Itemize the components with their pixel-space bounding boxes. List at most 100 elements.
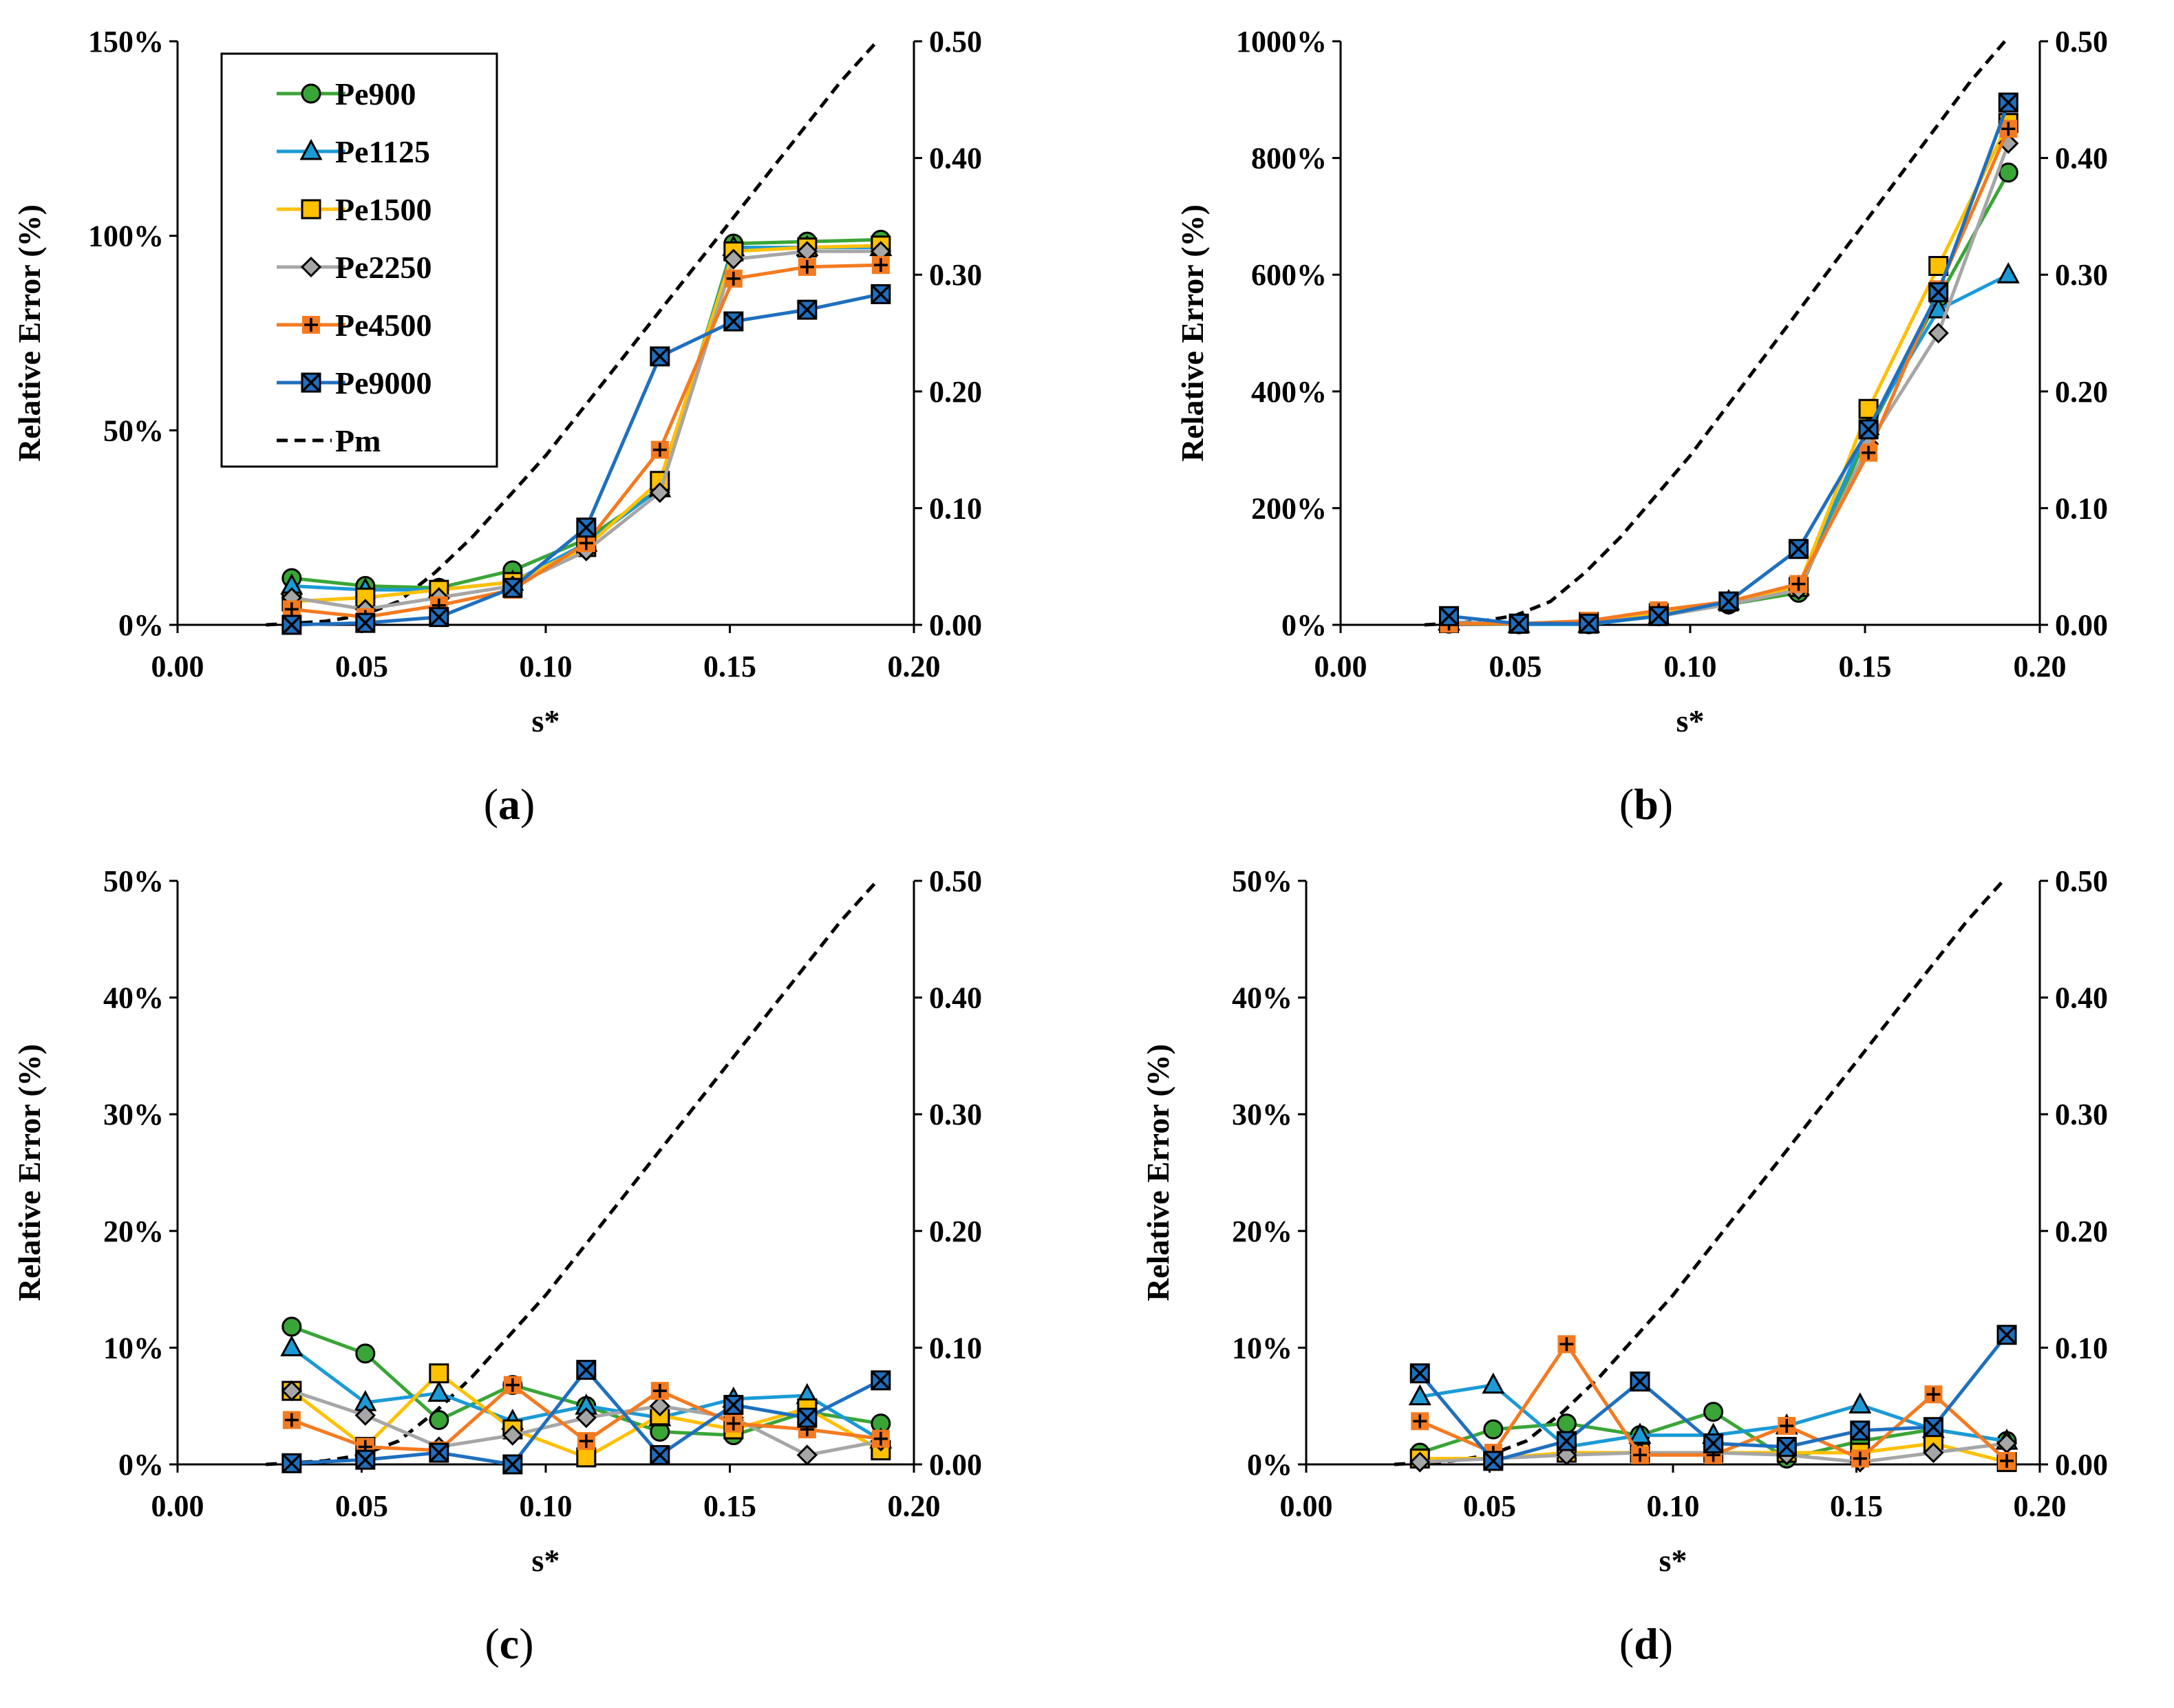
panel-label: (a) (484, 780, 535, 829)
y2-tick-label: 0.20 (2055, 375, 2108, 409)
data-point-Pe9000 (723, 311, 744, 332)
x-tick-label: 0.10 (520, 650, 573, 683)
x-tick-label: 0.15 (703, 1489, 756, 1523)
series-Pe1500 (1438, 113, 2018, 634)
x-tick-label: 0.20 (888, 1489, 941, 1523)
data-point-Pe2250 (1409, 1451, 1431, 1473)
y-axis-title: Relative Error (%) (12, 1044, 47, 1301)
data-point-Pe1125 (427, 1380, 451, 1402)
series-Pe900 (1438, 162, 2018, 634)
data-point-Pe1125 (1482, 1372, 1505, 1394)
data-point-Pe9000 (1788, 539, 1809, 559)
data-point-Pe1125 (1408, 1384, 1431, 1406)
x-tick-label: 0.05 (335, 1489, 388, 1523)
y2-tick-label: 0.30 (2055, 1098, 2108, 1131)
legend-marker-Pe9000 (301, 372, 321, 393)
data-point-Pe9000 (871, 1370, 891, 1391)
series-line-Pm (1424, 40, 2007, 627)
legend-label-Pe4500: Pe4500 (335, 308, 432, 343)
data-point-Pe4500 (650, 440, 669, 459)
data-point-Pe9000 (797, 299, 818, 320)
data-point-Pe9000 (1409, 1363, 1430, 1384)
y2-tick-label: 0.40 (929, 981, 982, 1015)
y-tick-label: 50% (103, 414, 164, 447)
x-tick-label: 0.10 (520, 1489, 573, 1523)
y-tick-label: 40% (103, 981, 164, 1015)
panel-label: (c) (484, 1619, 533, 1668)
series-line-Pe9000 (1449, 102, 2010, 626)
series-Pe9000 (1409, 1325, 2017, 1471)
data-point-Pe9000 (1776, 1437, 1797, 1458)
data-point-Pe900 (1703, 1402, 1724, 1422)
y-tick-label: 10% (103, 1331, 164, 1365)
y-tick-label: 50% (1232, 864, 1292, 898)
data-point-Pe4500 (798, 257, 816, 276)
data-point-Pe4500 (1557, 1335, 1576, 1354)
data-point-Pe2250 (354, 1405, 376, 1426)
y2-tick-label: 0.00 (929, 608, 982, 642)
data-point-Pe1500 (576, 1447, 597, 1468)
chart-panel-b: 0% 200% 400% 600% 800% 1000% 0.00 0.10 0.20 0.30 0… (1175, 25, 2108, 829)
data-point-Pe900 (281, 1316, 302, 1337)
data-point-Pe4500 (1631, 1446, 1650, 1464)
x-tick-label: 0.10 (1647, 1489, 1700, 1523)
x-tick-label: 0.00 (1280, 1489, 1333, 1523)
x-tick-label: 0.05 (1489, 650, 1542, 683)
data-point-Pe4500 (724, 1414, 743, 1433)
x-tick-label: 0.20 (2014, 650, 2067, 683)
x-axis-title: s* (532, 1543, 560, 1578)
series-line-Pe1500 (1449, 122, 2010, 626)
y2-tick-label: 0.20 (2055, 1215, 2108, 1248)
y2-tick-label: 0.50 (929, 25, 982, 58)
data-point-Pe1125 (280, 1335, 303, 1356)
data-point-Pe1125 (1848, 1392, 1872, 1414)
chart-panel-c: 0% 10% 20% 30% 40% 50% 0.00 0.10 0.20 0.30 0.40 0.5… (12, 864, 982, 1668)
y-tick-label: 50% (103, 864, 164, 898)
data-point-Pe9000 (429, 1442, 449, 1463)
data-point-Pe2250 (281, 1380, 302, 1402)
x-tick-label: 0.05 (1463, 1489, 1516, 1523)
data-point-Pe4500 (1778, 1417, 1796, 1435)
data-point-Pe9000 (1998, 92, 2018, 113)
y-tick-label: 600% (1251, 258, 1327, 292)
legend: Pe900 Pe1125 Pe1500 Pe2250 Pe4500 Pe9000 Pm (220, 52, 498, 468)
x-axis-title: s* (532, 703, 560, 738)
y-axis-title: Relative Error (%) (1140, 1044, 1175, 1301)
x-tick-label: 0.15 (1830, 1489, 1883, 1523)
data-point-Pe9000 (1438, 606, 1459, 626)
data-point-Pe2250 (649, 1396, 670, 1417)
data-point-Pe4500 (871, 256, 890, 275)
data-point-Pe9000 (576, 1360, 597, 1380)
data-point-Pe9000 (576, 517, 597, 538)
data-point-Pe900 (355, 1343, 376, 1364)
legend-marker-Pe2250 (300, 256, 322, 278)
y-axis-title: Relative Error (%) (12, 204, 47, 462)
data-point-Pe9000 (1928, 282, 1949, 303)
y2-tick-label: 0.10 (929, 1331, 982, 1365)
y2-tick-label: 0.20 (929, 1215, 982, 1248)
x-tick-label: 0.00 (1314, 650, 1367, 683)
x-tick-label: 0.10 (1664, 650, 1717, 683)
legend-label-Pe1500: Pe1500 (335, 192, 432, 227)
data-point-Pe4500 (577, 1432, 595, 1451)
x-tick-label: 0.15 (1839, 650, 1892, 683)
data-point-Pe1125 (1996, 262, 2020, 284)
y2-tick-label: 0.50 (2055, 25, 2108, 58)
y-tick-label: 10% (1232, 1331, 1292, 1365)
data-point-Pe4500 (1851, 1449, 1869, 1468)
data-point-Pe9000 (355, 1449, 376, 1470)
data-point-Pe9000 (1996, 1325, 2017, 1345)
data-point-Pe9000 (1509, 613, 1529, 634)
y2-tick-label: 0.50 (2055, 864, 2108, 898)
data-point-Pe9000 (797, 1407, 818, 1428)
data-point-Pe9000 (1556, 1431, 1577, 1451)
legend-label-Pe2250: Pe2250 (335, 250, 432, 285)
legend-label-Pm: Pm (335, 423, 381, 458)
data-point-Pe2250 (502, 1424, 523, 1446)
data-point-Pe9000 (429, 607, 449, 628)
y-tick-label: 0% (118, 1448, 164, 1482)
data-point-Pe4500 (282, 1411, 301, 1429)
series-Pe1125 (1437, 262, 2020, 633)
data-point-Pe1500 (429, 1363, 449, 1384)
y-tick-label: 100% (88, 220, 164, 253)
